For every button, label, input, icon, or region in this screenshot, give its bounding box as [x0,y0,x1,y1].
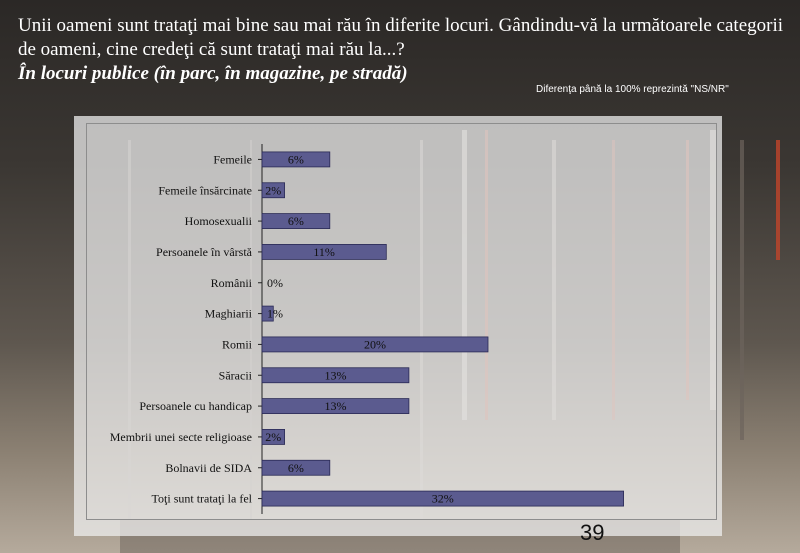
ns-nr-note: Diferenţa până la 100% reprezintă "NS/NR… [536,84,729,95]
bar [261,398,410,414]
bar [261,244,387,260]
bar [261,367,410,384]
slide-heading: Unii oameni sunt trataţi mai bine sau ma… [18,14,788,86]
data-label: 13% [324,399,346,413]
data-label: 32% [432,492,454,506]
bar [261,182,286,199]
category-label: Femeile însărcinate [158,183,252,197]
question-text: Unii oameni sunt trataţi mai bine sau ma… [18,15,784,60]
category-label: Săracii [219,368,253,382]
data-label: 2% [265,430,281,444]
bar [261,213,331,229]
category-label: Bolnavii de SIDA [165,461,252,475]
category-label: Maghiarii [205,307,253,321]
category-label: Membrii unei secte religioase [110,430,252,444]
subtitle-text: În locuri publice (în parc, în magazine,… [18,63,408,84]
category-label: Persoanele în vârstă [156,245,253,259]
data-label: 6% [288,214,304,228]
data-label: 11% [313,245,335,259]
category-label: Persoanele cu handicap [139,399,252,413]
data-label: 6% [288,152,304,166]
data-label: 6% [288,461,304,475]
category-label: Toţi sunt trataţi la fel [152,492,253,506]
data-label: 2% [265,183,281,197]
category-label: Femeile [213,152,252,166]
category-label: Romii [222,337,253,351]
bar [261,429,286,445]
bar [261,151,331,168]
bar [261,305,274,322]
category-label: Românii [211,276,253,290]
data-label: 20% [364,337,386,351]
category-label: Homosexualii [185,214,253,228]
bar [261,459,331,476]
plot-frame [86,123,717,520]
data-label: 13% [324,368,346,382]
bar [261,336,489,353]
bar [261,490,625,507]
page-number: 39 [580,520,605,545]
data-label: 0% [267,276,283,290]
data-label: 1% [267,307,283,321]
chart-panel [74,116,722,536]
